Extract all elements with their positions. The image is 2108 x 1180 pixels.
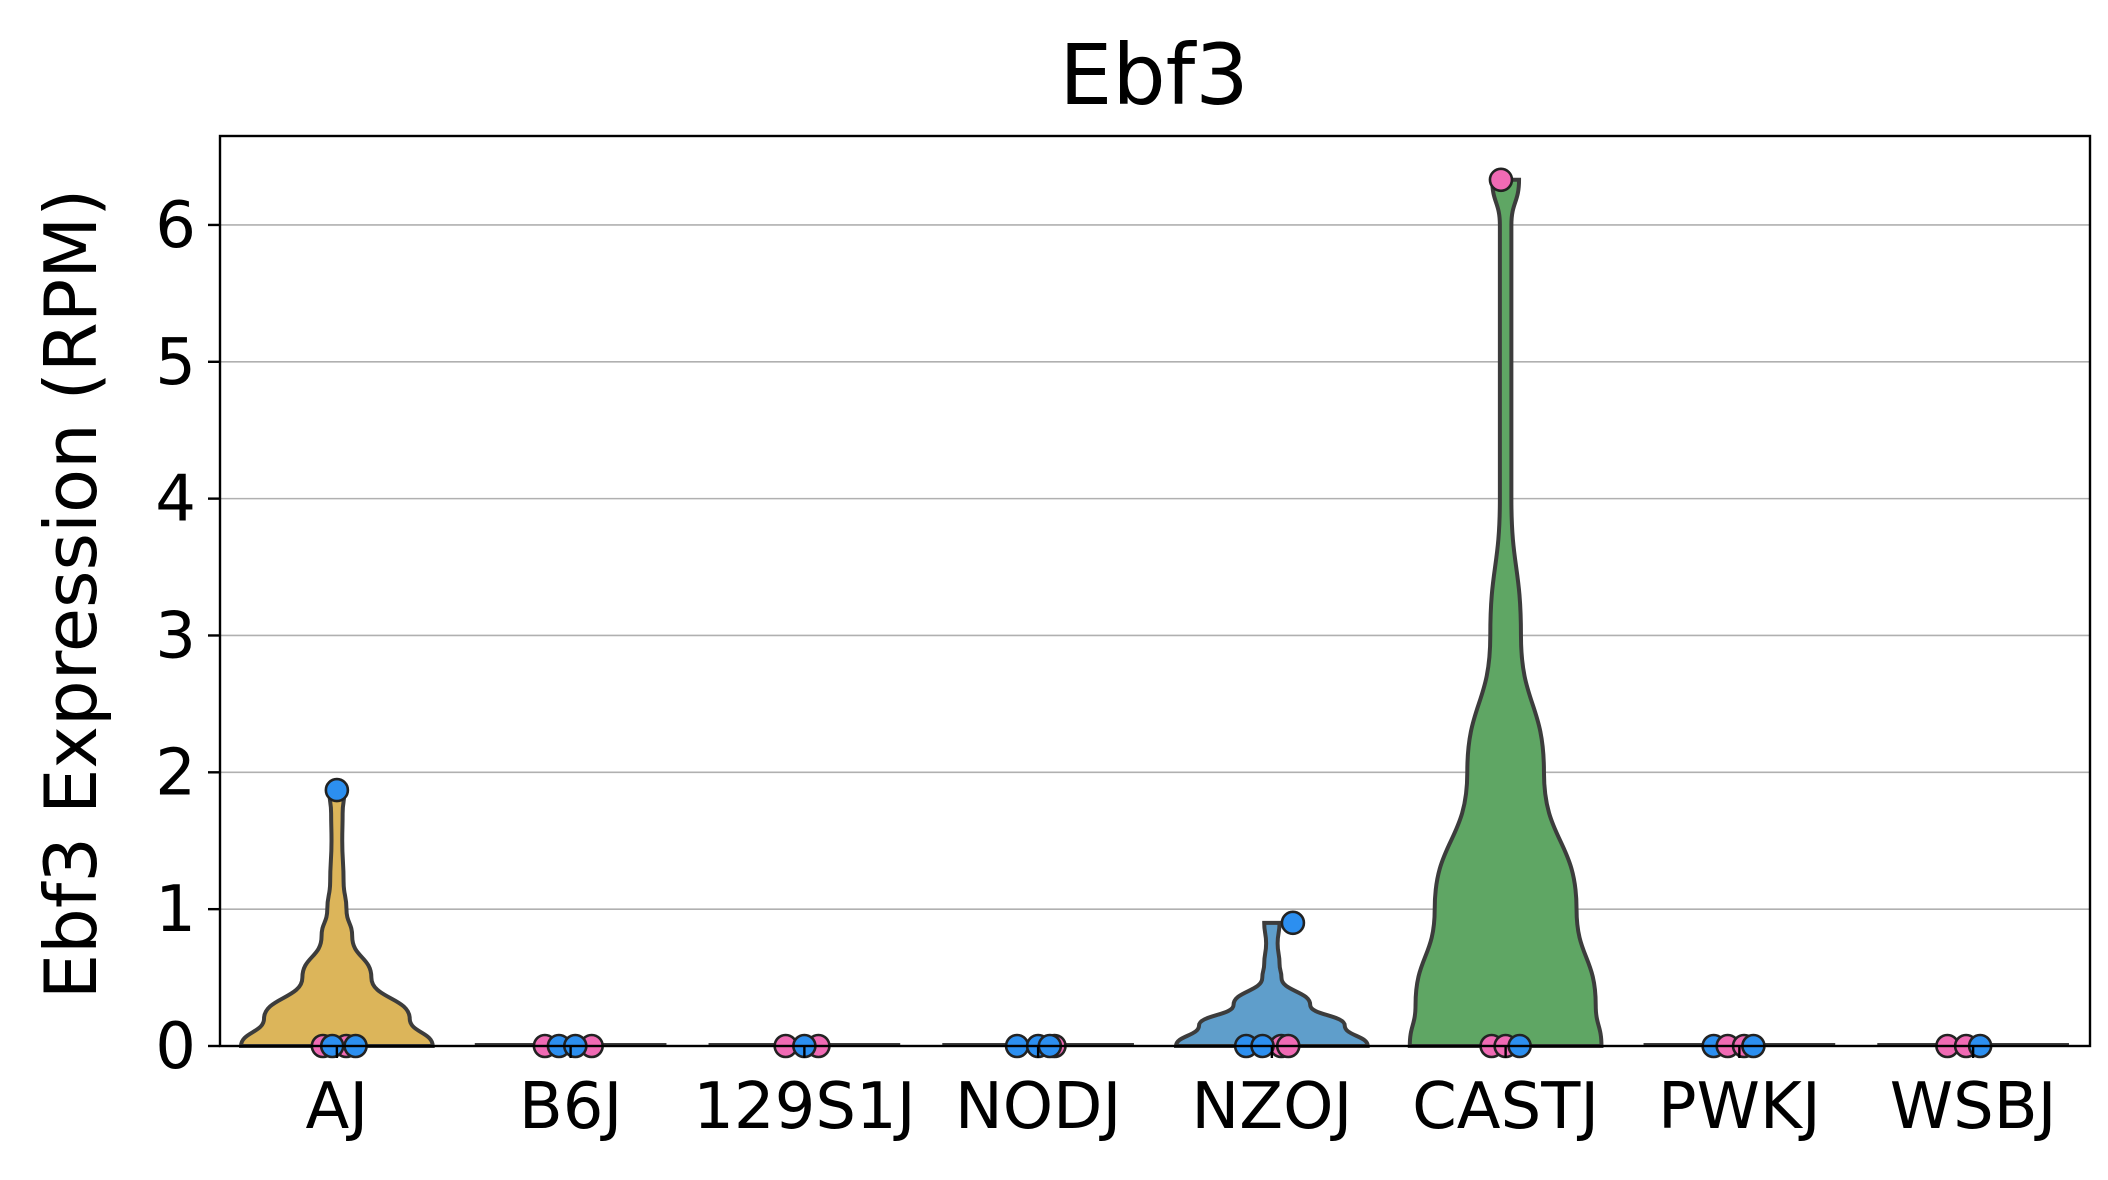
y-tick-label-6: 6: [155, 189, 196, 263]
y-tick-label-2: 2: [155, 736, 196, 810]
y-tick-label-1: 1: [155, 873, 196, 947]
x-tick-label-129S1J: 129S1J: [693, 1070, 915, 1144]
violin-NZOJ: [1174, 920, 1370, 1048]
x-tick-label-PWKJ: PWKJ: [1658, 1070, 1821, 1144]
violins: [239, 177, 2069, 1048]
violin-AJ: [239, 788, 435, 1048]
y-tick-label-0: 0: [155, 1010, 196, 1084]
y-tick-label-4: 4: [155, 463, 196, 537]
x-tick-label-NODJ: NODJ: [955, 1070, 1121, 1144]
x-tick-label-AJ: AJ: [306, 1070, 369, 1144]
point-NZOJ-16: [1280, 910, 1306, 936]
point-AJ-0: [324, 777, 350, 803]
plot-frame: [218, 134, 2092, 1048]
x-tick-label-WSBJ: WSBJ: [1890, 1070, 2057, 1144]
violin-CASTJ: [1407, 177, 1604, 1048]
y-axis-ticks: 0 1 2 3 4 5 6: [155, 189, 220, 1084]
x-axis-ticks: AJ B6J 129S1J NODJ NZOJ CASTJ PWKJ WSBJ: [306, 1046, 2057, 1144]
x-tick-label-CASTJ: CASTJ: [1412, 1070, 1599, 1144]
y-tick-label-5: 5: [155, 326, 196, 400]
x-tick-label-NZOJ: NZOJ: [1191, 1070, 1352, 1144]
y-tick-label-3: 3: [155, 599, 196, 673]
point-CASTJ-21: [1488, 167, 1514, 193]
x-tick-label-B6J: B6J: [519, 1070, 623, 1144]
chart-title: Ebf3: [1059, 26, 1248, 124]
gridlines: [220, 224, 2090, 910]
data-points: [310, 167, 1993, 1059]
y-axis-label: Ebf3 Expression (RPM): [29, 189, 113, 1000]
